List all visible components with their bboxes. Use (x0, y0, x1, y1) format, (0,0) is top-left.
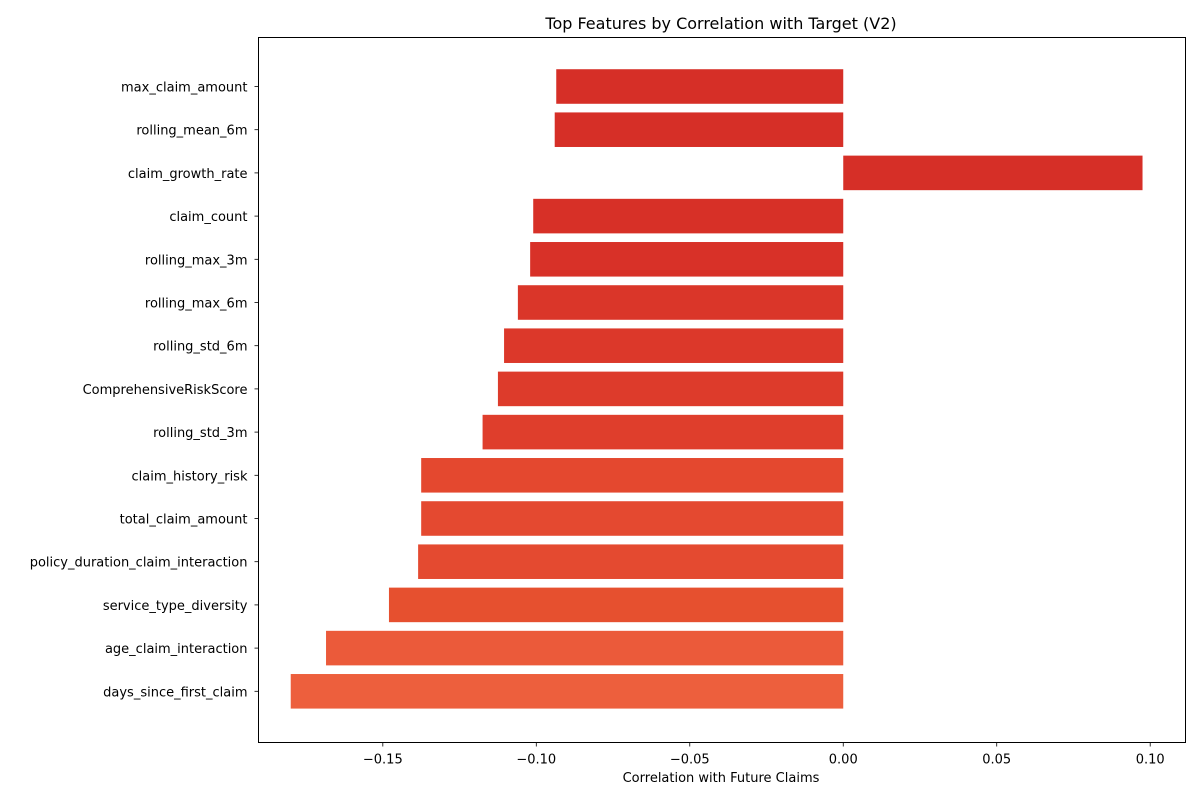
y-tick-label: rolling_mean_6m (136, 124, 247, 139)
y-tick-label: max_claim_amount (121, 81, 247, 96)
x-tick-label: −0.15 (363, 753, 403, 768)
bar-claim-count (533, 198, 844, 234)
y-tick-label: claim_history_risk (132, 469, 248, 484)
bar-age-claim-interaction (326, 630, 844, 666)
bar-rolling-mean-6m (554, 112, 844, 147)
x-tick-label: 0.05 (982, 753, 1011, 768)
x-tick-label: 0.00 (829, 753, 858, 768)
y-tick-label: policy_duration_claim_interaction (30, 556, 248, 571)
bar-rolling-max-6m (517, 285, 844, 320)
y-tick-label: total_claim_amount (120, 513, 248, 528)
bar-days-since-first-claim (290, 674, 844, 709)
x-tick-label: −0.10 (516, 753, 556, 768)
y-tick-label: claim_growth_rate (128, 167, 248, 182)
y-axis-ticks: max_claim_amount rolling_mean_6m claim_gro… (30, 81, 259, 700)
y-tick-label: age_claim_interaction (105, 642, 248, 657)
y-tick-label: rolling_max_3m (145, 253, 248, 268)
x-axis-ticks: −0.15 −0.10 −0.05 0.00 0.05 0.10 (363, 742, 1165, 768)
bar-comprehensiveriskscore (497, 371, 844, 407)
chart-title: Top Features by Correlation with Target … (544, 14, 896, 33)
bar-total-claim-amount (421, 501, 844, 536)
y-tick-label: days_since_first_claim (103, 685, 247, 700)
x-axis-label: Correlation with Future Claims (623, 771, 820, 786)
y-tick-label: rolling_std_6m (153, 340, 247, 355)
bar-service-type-diversity (388, 587, 844, 623)
bars-group (290, 69, 1143, 709)
y-tick-label: ComprehensiveRiskScore (83, 383, 248, 398)
bar-rolling-max-3m (530, 242, 844, 277)
y-tick-label: rolling_std_3m (153, 426, 247, 441)
bar-max-claim-amount (556, 69, 844, 104)
y-tick-label: service_type_diversity (103, 599, 248, 614)
plot-frame (258, 37, 1186, 743)
bar-claim-history-risk (421, 458, 844, 493)
x-tick-label: −0.05 (670, 753, 710, 768)
x-tick-label: 0.10 (1136, 753, 1165, 768)
bar-rolling-std-3m (482, 414, 844, 450)
y-tick-label: rolling_max_6m (145, 297, 248, 312)
bar-rolling-std-6m (504, 328, 844, 363)
bar-policy-duration-claim-interaction (418, 544, 844, 579)
y-tick-label: claim_count (169, 210, 247, 225)
bar-claim-growth-rate (843, 155, 1143, 191)
